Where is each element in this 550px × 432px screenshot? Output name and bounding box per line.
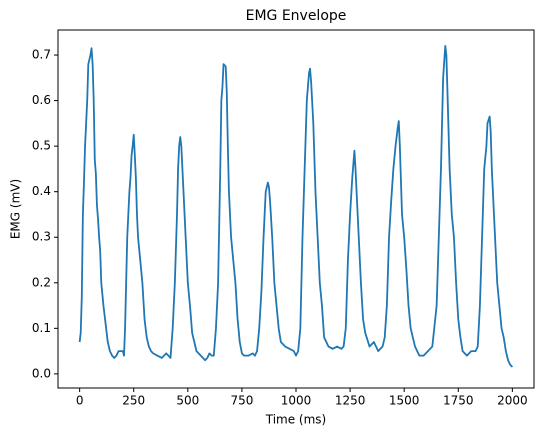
- y-tick-label: 0.1: [32, 321, 51, 335]
- line: [78, 45, 514, 368]
- x-tick-label: 2000: [497, 394, 528, 408]
- x-tick-label: 0: [76, 394, 84, 408]
- y-tick-label: 0.2: [32, 275, 51, 289]
- y-tick-label: 0.4: [32, 184, 51, 198]
- x-tick-label: 1000: [281, 394, 312, 408]
- x-tick-label: 500: [176, 394, 199, 408]
- y-tick-label: 0.6: [32, 93, 51, 107]
- chart-title: EMG Envelope: [246, 8, 347, 24]
- x-tick-label: 1500: [389, 394, 420, 408]
- x-tick-label: 750: [230, 394, 253, 408]
- y-tick-label: 0.5: [32, 139, 51, 153]
- plot-frame: [57, 29, 535, 389]
- x-tick-label: 1250: [335, 394, 366, 408]
- x-tick-label: 250: [122, 394, 145, 408]
- y-tick-label: 0.0: [32, 366, 51, 380]
- y-tick-label: 0.3: [32, 230, 51, 244]
- x-axis-label: Time (ms): [265, 413, 327, 427]
- y-axis-label: EMG (mV): [9, 179, 23, 239]
- x-tick-label: 1750: [443, 394, 474, 408]
- y-tick-label: 0.7: [32, 48, 51, 62]
